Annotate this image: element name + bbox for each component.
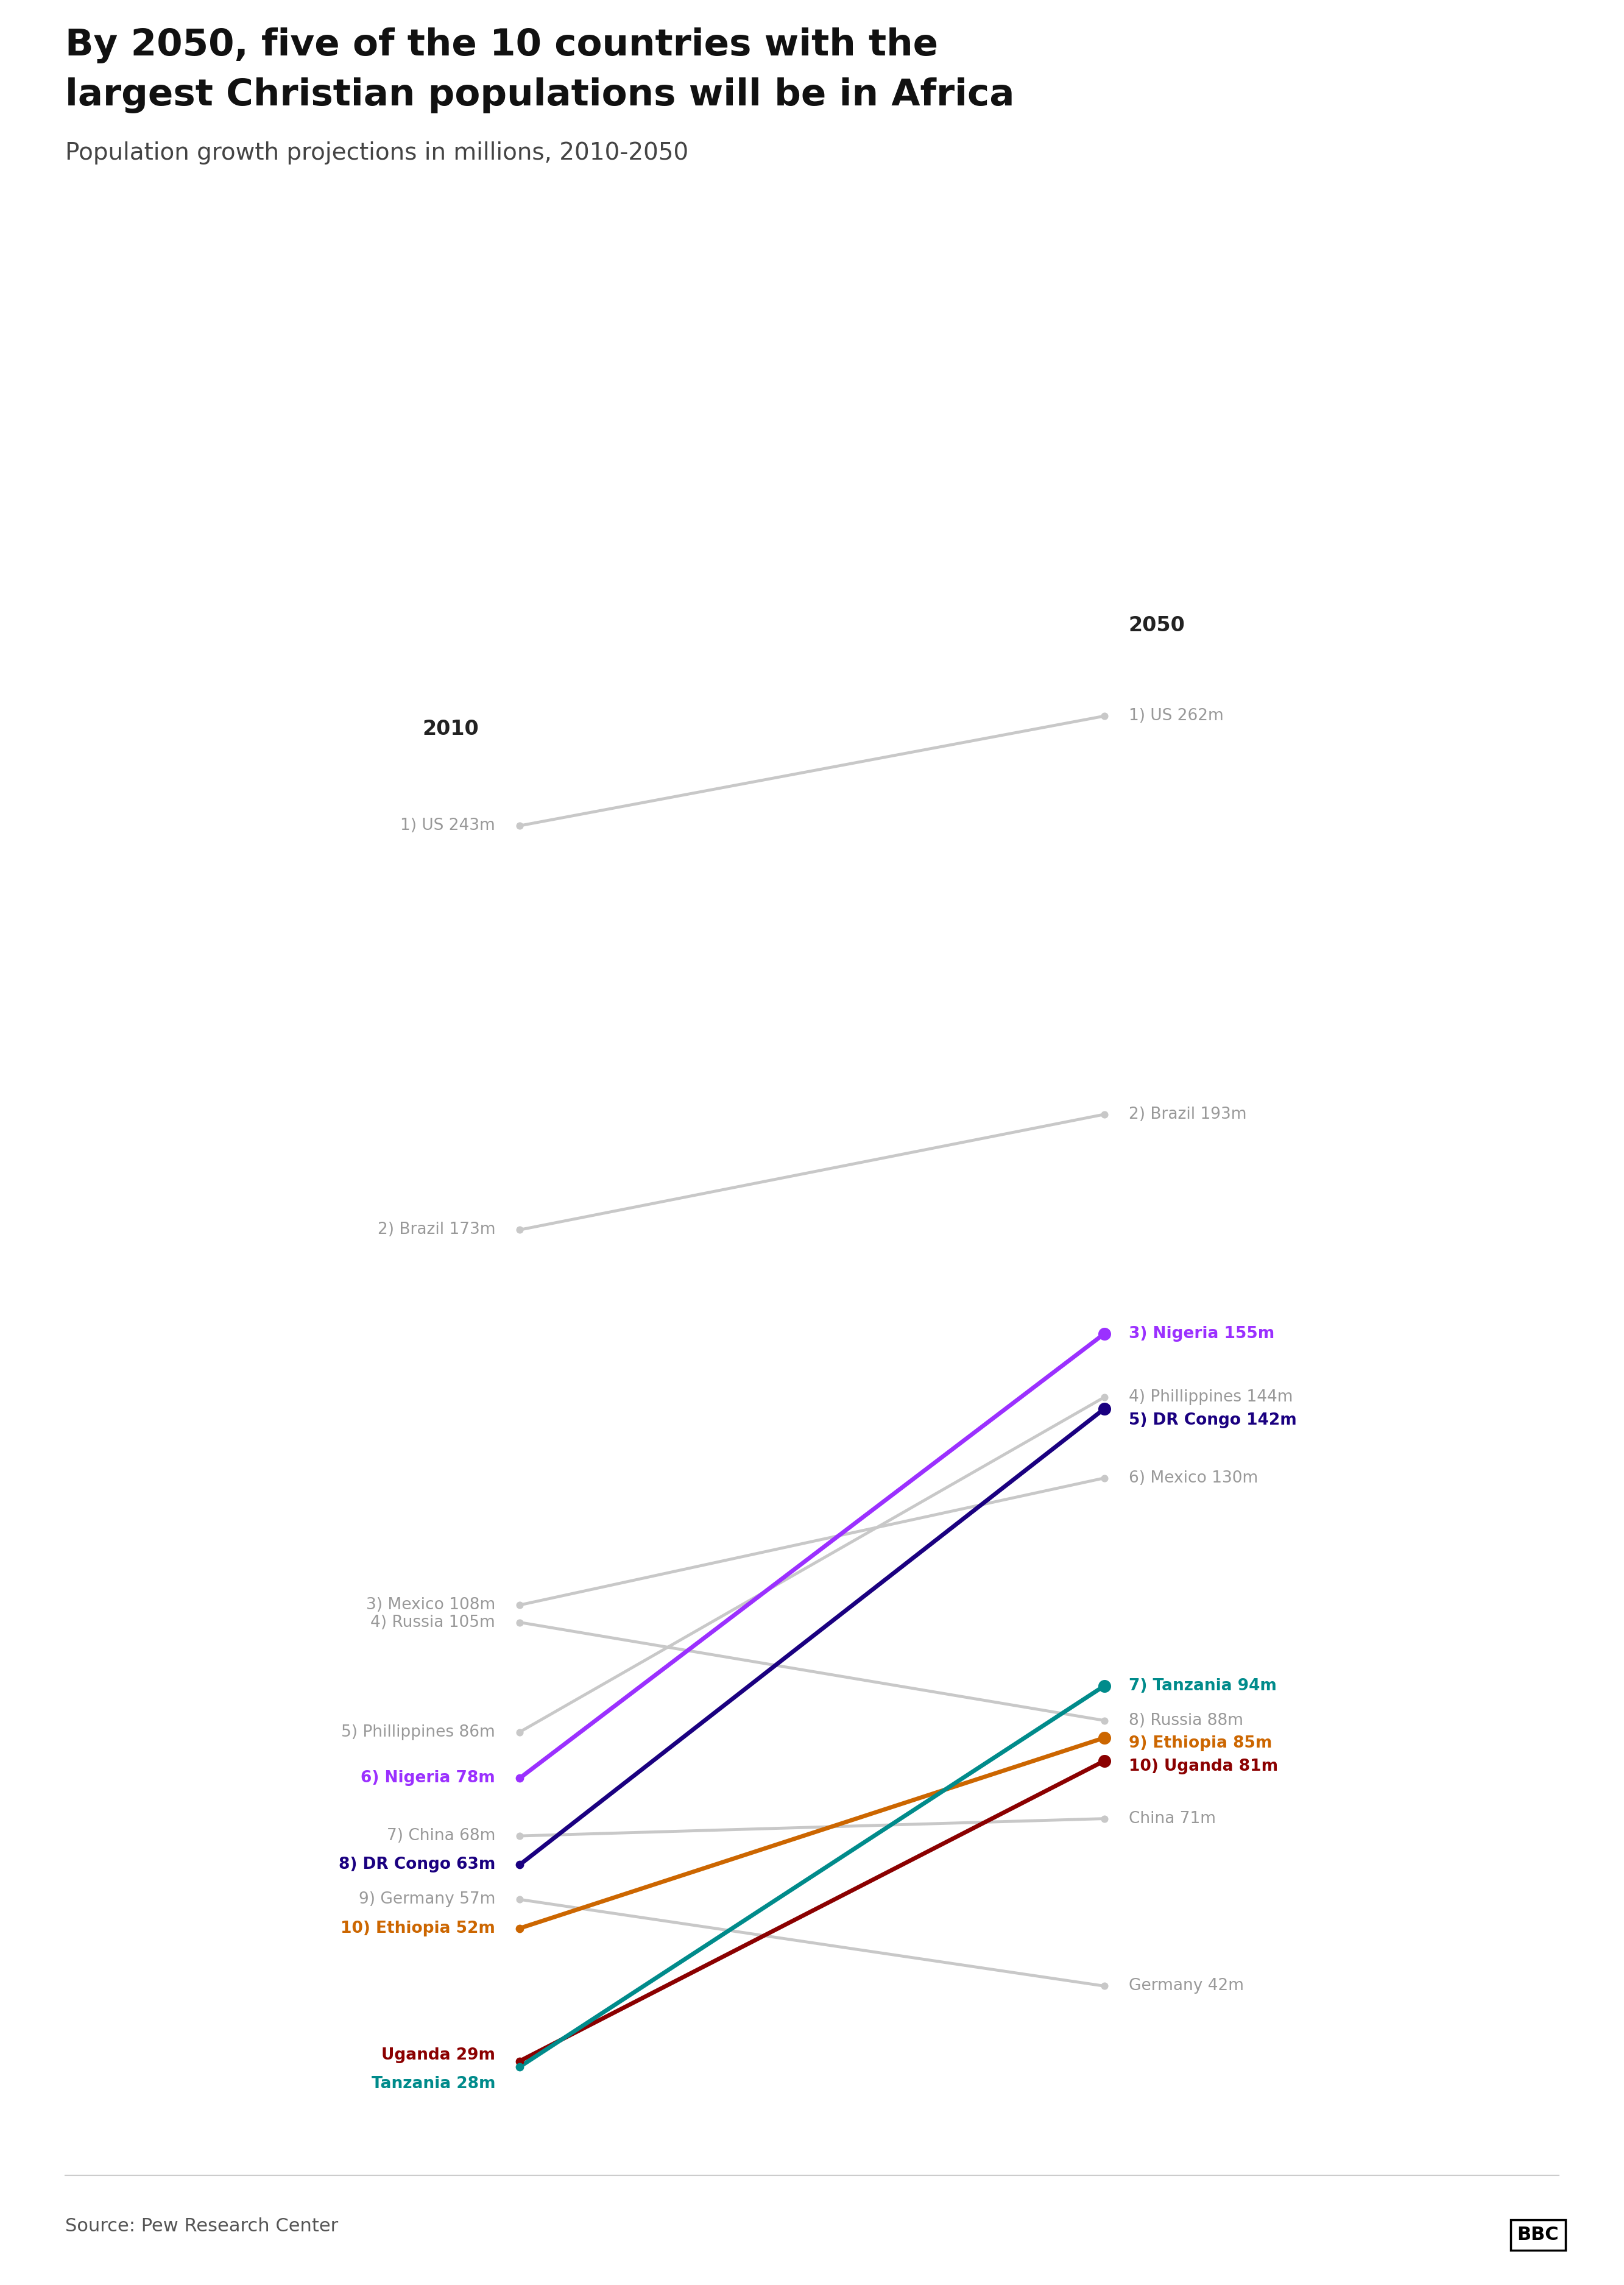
- Point: [1091, 1668, 1117, 1705]
- Point: [507, 2043, 533, 2079]
- Text: 10) Ethiopia 52m: 10) Ethiopia 52m: [341, 1919, 495, 1935]
- Text: 9) Ethiopia 85m: 9) Ethiopia 85m: [1129, 1737, 1272, 1753]
- Text: 2) Brazil 173m: 2) Brazil 173m: [377, 1222, 495, 1238]
- Text: 6) Mexico 130m: 6) Mexico 130m: [1129, 1469, 1259, 1485]
- Text: 7) China 68m: 7) China 68m: [387, 1828, 495, 1844]
- Point: [507, 1586, 533, 1622]
- Text: Source: Pew Research Center: Source: Pew Research Center: [65, 2216, 338, 2235]
- Text: 3) Nigeria 155m: 3) Nigeria 155m: [1129, 1325, 1275, 1341]
- Text: 7) Tanzania 94m: 7) Tanzania 94m: [1129, 1677, 1276, 1693]
- Point: [507, 1211, 533, 1248]
- Point: [1091, 1097, 1117, 1133]
- Text: 8) Russia 88m: 8) Russia 88m: [1129, 1711, 1244, 1727]
- Point: [1091, 1702, 1117, 1739]
- Text: largest Christian populations will be in Africa: largest Christian populations will be in…: [65, 78, 1015, 114]
- Point: [1091, 1392, 1117, 1428]
- Text: 4) Phillippines 144m: 4) Phillippines 144m: [1129, 1389, 1293, 1405]
- Text: 10) Uganda 81m: 10) Uganda 81m: [1129, 1759, 1278, 1775]
- Point: [1091, 1743, 1117, 1780]
- Text: 2010: 2010: [422, 720, 479, 738]
- Point: [507, 1714, 533, 1750]
- Point: [507, 807, 533, 843]
- Point: [1091, 1316, 1117, 1353]
- Text: China 71m: China 71m: [1129, 1810, 1216, 1826]
- Text: 5) Phillippines 86m: 5) Phillippines 86m: [341, 1725, 495, 1739]
- Point: [1091, 1967, 1117, 2004]
- Text: 6) Nigeria 78m: 6) Nigeria 78m: [361, 1771, 495, 1787]
- Point: [1091, 1721, 1117, 1757]
- Text: 2050: 2050: [1129, 615, 1186, 635]
- Point: [507, 1881, 533, 1917]
- Text: 4) Russia 105m: 4) Russia 105m: [370, 1615, 495, 1629]
- Text: 1) US 262m: 1) US 262m: [1129, 708, 1223, 724]
- Text: Germany 42m: Germany 42m: [1129, 1979, 1244, 1995]
- Point: [507, 1910, 533, 1947]
- Text: By 2050, five of the 10 countries with the: By 2050, five of the 10 countries with t…: [65, 27, 939, 64]
- Text: BBC: BBC: [1517, 2226, 1559, 2244]
- Text: 8) DR Congo 63m: 8) DR Congo 63m: [338, 1858, 495, 1874]
- Point: [507, 1604, 533, 1641]
- Text: Uganda 29m: Uganda 29m: [382, 2047, 495, 2063]
- Text: Tanzania 28m: Tanzania 28m: [372, 2077, 495, 2093]
- Point: [1091, 1801, 1117, 1837]
- Point: [507, 1817, 533, 1853]
- Text: 1) US 243m: 1) US 243m: [401, 818, 495, 834]
- Text: 5) DR Congo 142m: 5) DR Congo 142m: [1129, 1412, 1296, 1428]
- Point: [1091, 1378, 1117, 1414]
- Point: [507, 1846, 533, 1883]
- Text: 9) Germany 57m: 9) Germany 57m: [359, 1892, 495, 1908]
- Text: 3) Mexico 108m: 3) Mexico 108m: [365, 1597, 495, 1613]
- Text: Population growth projections in millions, 2010-2050: Population growth projections in million…: [65, 142, 689, 165]
- Point: [1091, 697, 1117, 733]
- Point: [507, 1759, 533, 1796]
- Point: [507, 2050, 533, 2086]
- Point: [1091, 1460, 1117, 1497]
- Text: 2) Brazil 193m: 2) Brazil 193m: [1129, 1106, 1247, 1122]
